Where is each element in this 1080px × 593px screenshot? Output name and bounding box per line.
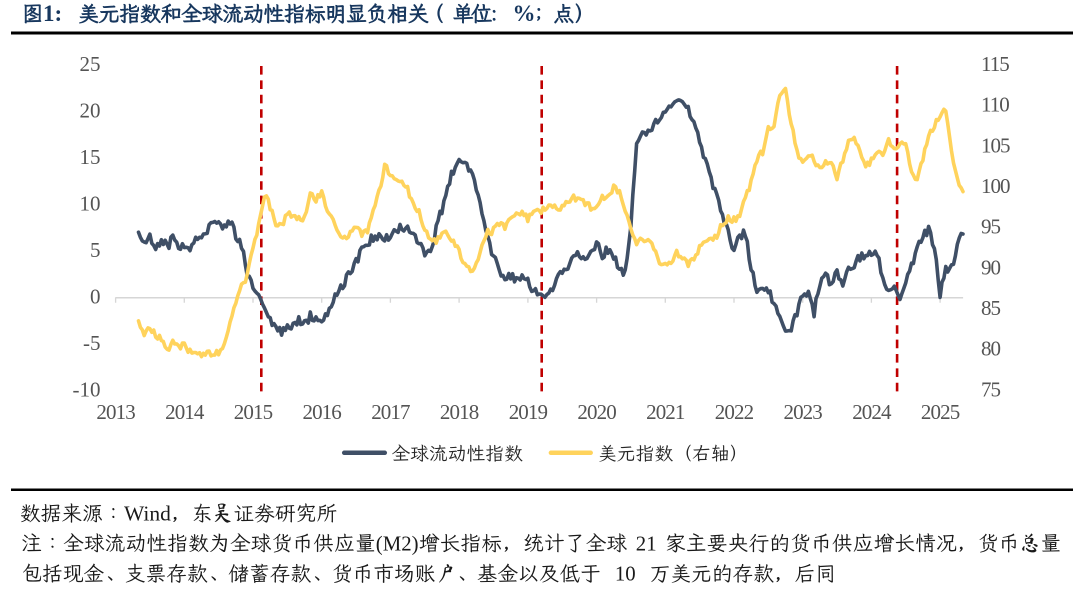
svg-text:2013: 2013	[96, 400, 135, 424]
svg-text:2018: 2018	[440, 400, 479, 424]
svg-text:-10: -10	[73, 377, 101, 401]
svg-text:1:: 1:	[43, 1, 62, 26]
svg-text:10: 10	[615, 563, 636, 586]
svg-text:110: 110	[981, 93, 1009, 117]
svg-text:10: 10	[80, 192, 101, 216]
svg-text:95: 95	[981, 215, 1001, 239]
svg-text:2024: 2024	[852, 400, 892, 424]
svg-text:Wind: Wind	[124, 502, 171, 526]
svg-text:2021: 2021	[646, 400, 685, 424]
svg-text:2023: 2023	[783, 400, 822, 424]
svg-text:25: 25	[80, 52, 101, 76]
svg-text:115: 115	[981, 52, 1009, 76]
svg-text:2015: 2015	[234, 400, 273, 424]
svg-text:21: 21	[636, 532, 657, 555]
svg-text:85: 85	[981, 296, 1001, 320]
svg-text:5: 5	[90, 238, 101, 262]
svg-text:2020: 2020	[577, 400, 616, 424]
svg-text:2022: 2022	[715, 400, 754, 424]
svg-text:%: %	[513, 1, 536, 26]
svg-text:2016: 2016	[302, 400, 341, 424]
svg-text:2019: 2019	[509, 400, 548, 424]
svg-text:75: 75	[981, 377, 1001, 401]
svg-text:105: 105	[981, 133, 1010, 157]
svg-text:15: 15	[80, 145, 101, 169]
svg-text:2017: 2017	[371, 400, 410, 424]
svg-text:-5: -5	[83, 331, 101, 355]
svg-text:2025: 2025	[921, 400, 960, 424]
svg-text:0: 0	[90, 285, 101, 309]
svg-text:(M2): (M2)	[376, 532, 419, 555]
svg-text:80: 80	[981, 337, 1001, 361]
svg-text:100: 100	[981, 174, 1010, 198]
svg-text:2014: 2014	[165, 400, 205, 424]
svg-text:20: 20	[80, 99, 101, 123]
svg-text:90: 90	[981, 255, 1001, 279]
